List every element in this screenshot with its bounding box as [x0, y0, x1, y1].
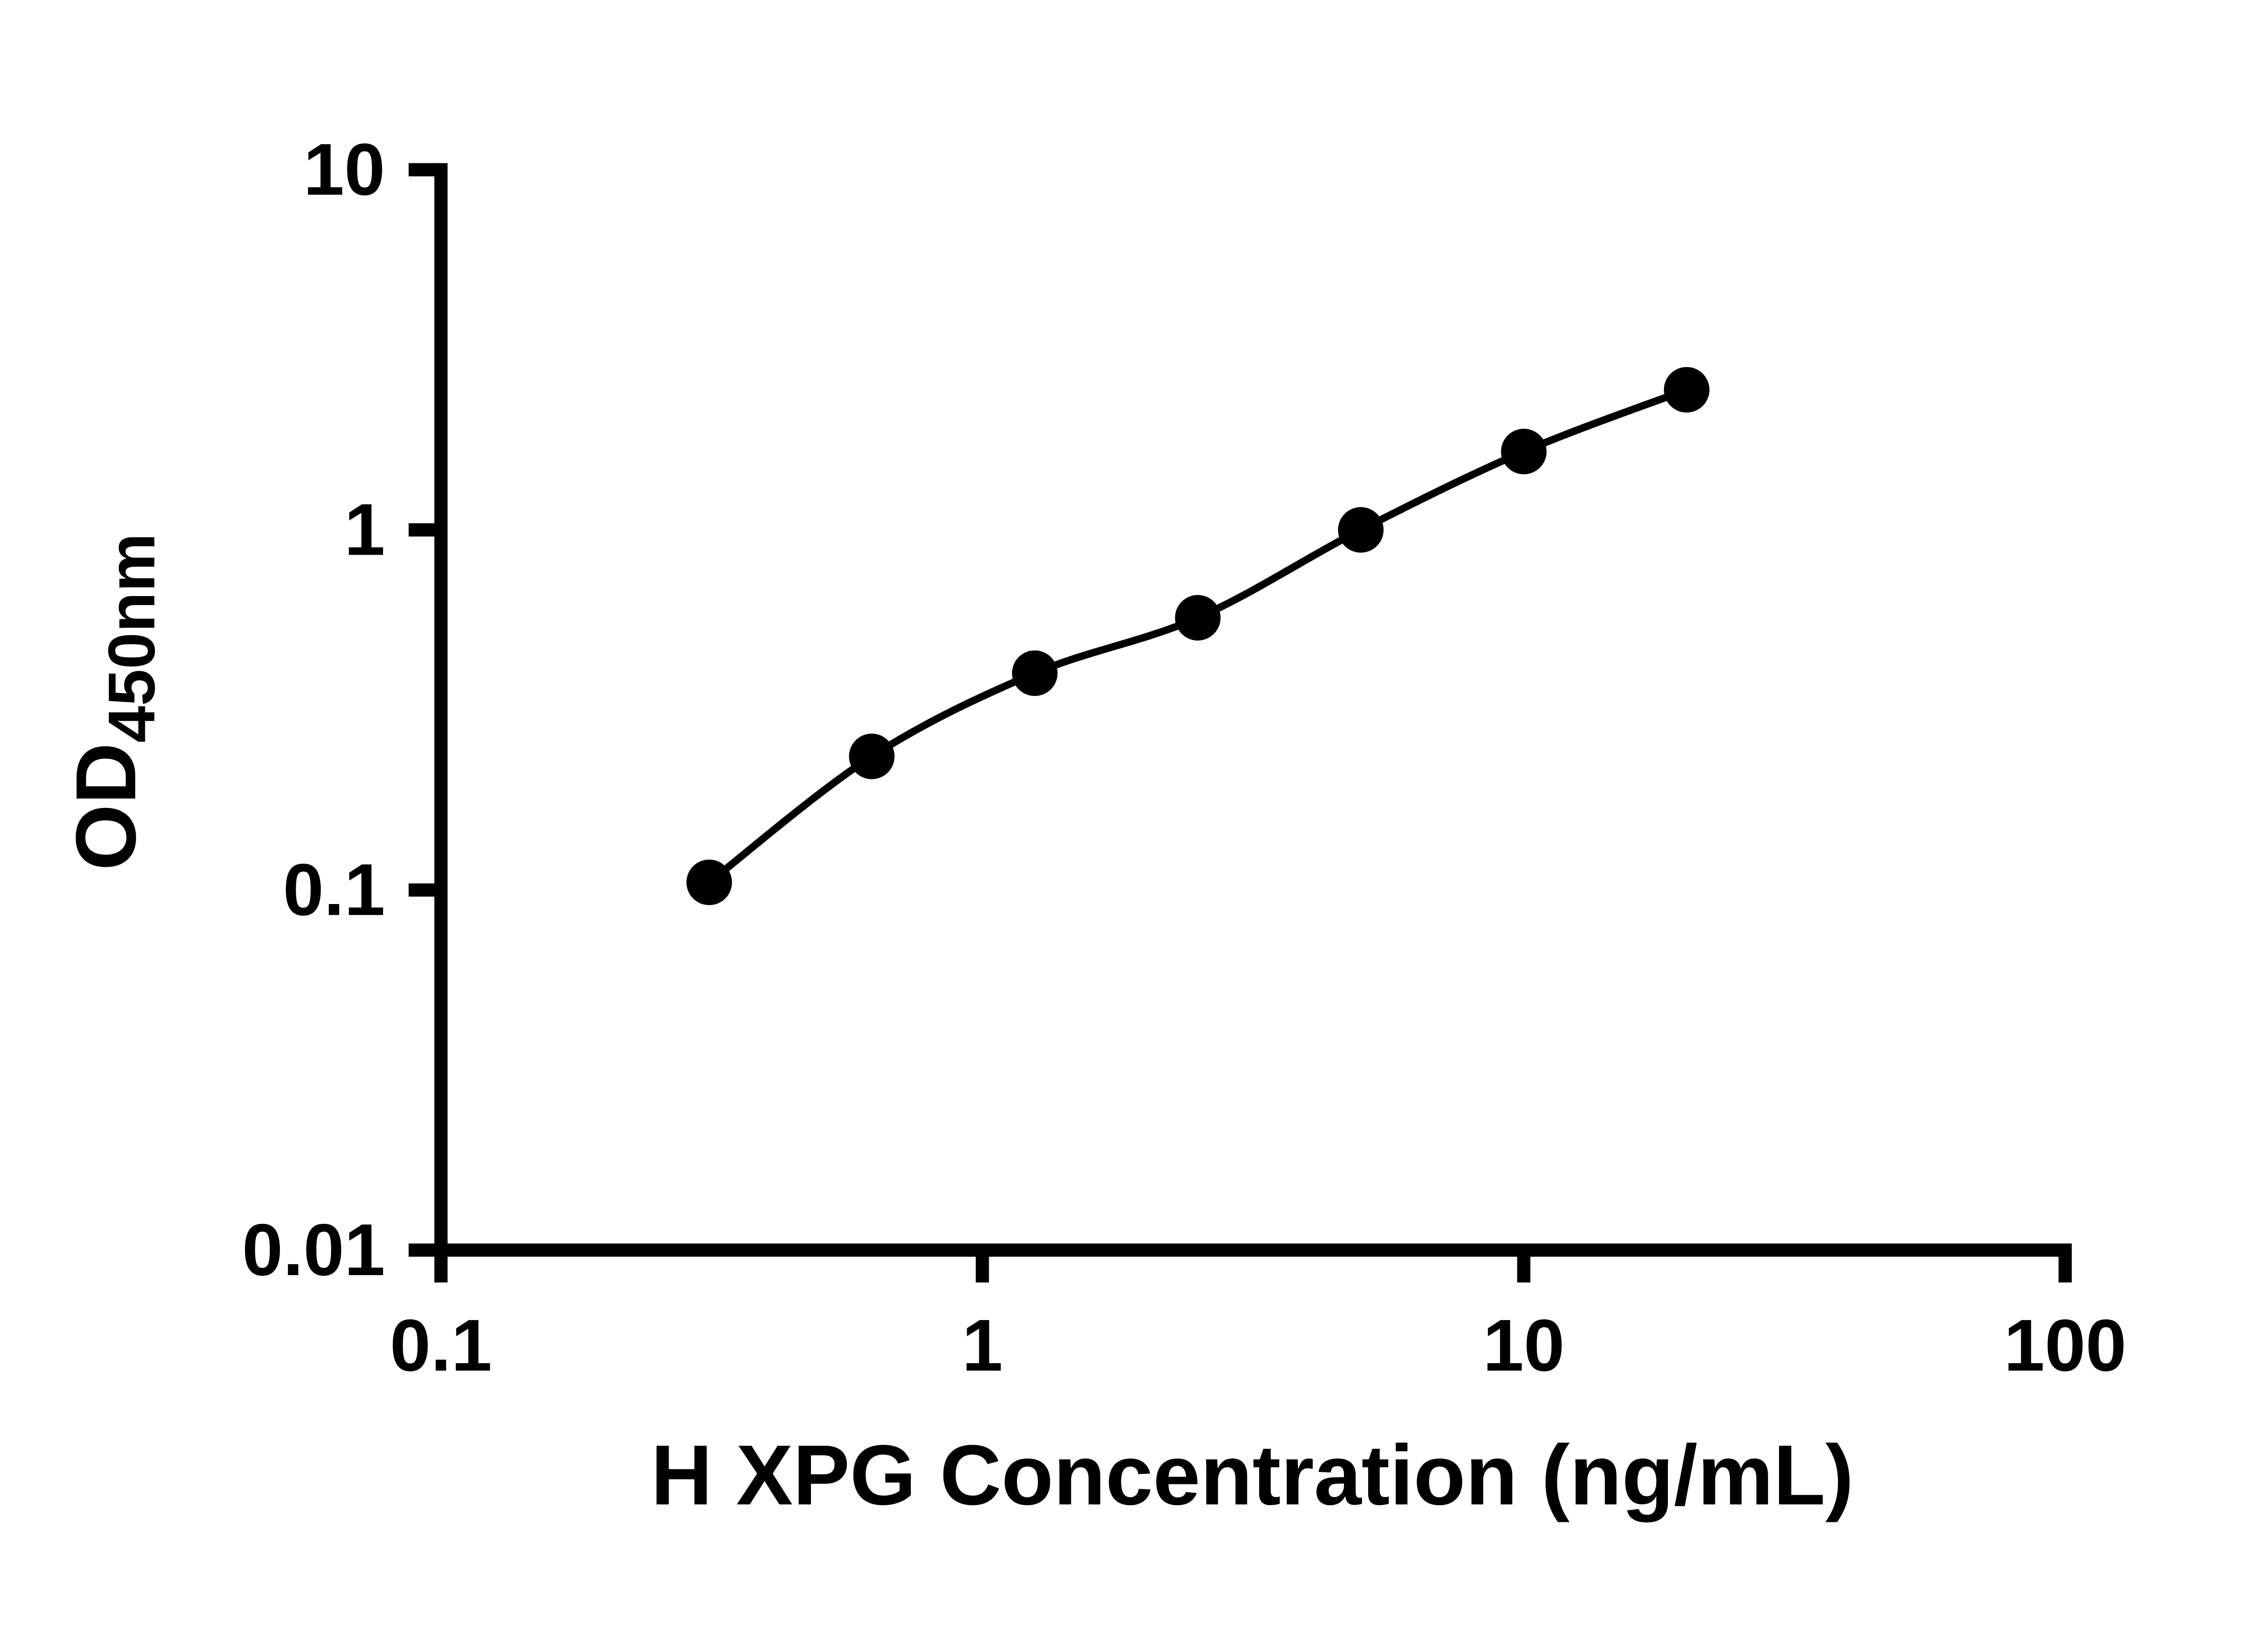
- y-tick-label: 0.01: [242, 1209, 385, 1291]
- y-axis-title-subscript: 450nm: [94, 533, 168, 743]
- y-axis-title-main: OD: [58, 743, 153, 870]
- y-tick-label: 10: [303, 128, 385, 210]
- y-axis-title: OD450nm: [58, 533, 168, 870]
- x-tick-label: 0.1: [390, 1305, 492, 1387]
- x-tick-label: 10: [1483, 1305, 1564, 1387]
- data-point-marker: [686, 859, 732, 905]
- data-point-marker: [849, 733, 895, 779]
- y-tick-label: 0.1: [283, 849, 385, 931]
- data-point-marker: [1338, 507, 1384, 553]
- x-tick-label: 1: [962, 1305, 1003, 1387]
- x-axis-title: H XPG Concentration (ng/mL): [651, 1428, 1854, 1523]
- x-tick-label: 100: [2004, 1305, 2126, 1387]
- data-point-marker: [1012, 650, 1058, 696]
- y-tick-label: 1: [344, 489, 385, 571]
- data-point-marker: [1664, 367, 1710, 413]
- data-point-marker: [1501, 429, 1547, 474]
- data-point-marker: [1175, 595, 1221, 641]
